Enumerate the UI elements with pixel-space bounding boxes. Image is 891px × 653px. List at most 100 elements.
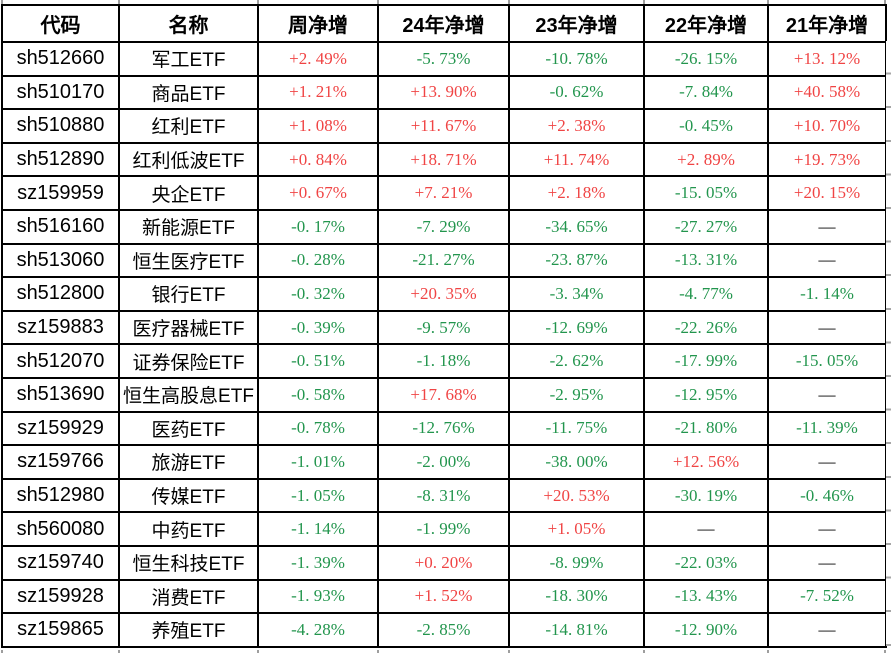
cell-value[interactable]: -1. 18% bbox=[377, 343, 510, 379]
cell-value[interactable]: -12. 90% bbox=[643, 612, 769, 648]
cell-value[interactable]: +11. 67% bbox=[377, 108, 510, 144]
cell-value[interactable]: +2. 89% bbox=[643, 141, 769, 178]
cell-value[interactable]: +0. 67% bbox=[257, 175, 379, 211]
cell-value[interactable]: -0. 62% bbox=[508, 74, 645, 111]
cell-name[interactable]: 银行ETF bbox=[118, 276, 259, 312]
cell-value[interactable]: -26. 15% bbox=[643, 41, 769, 77]
cell-value[interactable]: -2. 85% bbox=[377, 612, 510, 648]
cell-code[interactable]: sh516160 bbox=[1, 208, 120, 245]
cell-value[interactable]: -4. 28% bbox=[257, 612, 379, 648]
cell-value[interactable]: — bbox=[767, 511, 887, 547]
cell-code[interactable]: sz159883 bbox=[1, 309, 120, 346]
cell-value[interactable]: +20. 53% bbox=[508, 477, 645, 514]
cell-value[interactable]: -8. 31% bbox=[377, 477, 510, 514]
cell-name[interactable]: 中药ETF bbox=[118, 511, 259, 547]
cell-code[interactable]: sh512660 bbox=[1, 41, 120, 77]
cell-value[interactable]: -1. 05% bbox=[257, 477, 379, 514]
cell-value[interactable]: +2. 49% bbox=[257, 41, 379, 77]
cell-value[interactable]: -12. 69% bbox=[508, 309, 645, 346]
cell-value[interactable]: — bbox=[767, 242, 887, 279]
cell-value[interactable]: -1. 93% bbox=[257, 578, 379, 615]
cell-value[interactable]: +13. 12% bbox=[767, 41, 887, 77]
cell-value[interactable]: -0. 45% bbox=[643, 108, 769, 144]
cell-value[interactable]: -15. 05% bbox=[767, 343, 887, 379]
cell-value[interactable]: +40. 58% bbox=[767, 74, 887, 111]
cell-code[interactable]: sz159959 bbox=[1, 175, 120, 211]
cell-value[interactable]: +19. 73% bbox=[767, 141, 887, 178]
cell-value[interactable]: -30. 19% bbox=[643, 477, 769, 514]
cell-value[interactable]: +7. 21% bbox=[377, 175, 510, 211]
col-header-2024[interactable]: 24年净增 bbox=[377, 4, 510, 43]
col-header-week[interactable]: 周净增 bbox=[257, 4, 379, 43]
cell-value[interactable]: -27. 27% bbox=[643, 208, 769, 245]
col-header-code[interactable]: 代码 bbox=[1, 4, 120, 43]
cell-value[interactable]: +11. 74% bbox=[508, 141, 645, 178]
cell-value[interactable]: -22. 03% bbox=[643, 544, 769, 581]
cell-name[interactable]: 新能源ETF bbox=[118, 208, 259, 245]
cell-value[interactable]: -1. 14% bbox=[257, 511, 379, 547]
cell-value[interactable]: +18. 71% bbox=[377, 141, 510, 178]
cell-name[interactable]: 红利ETF bbox=[118, 108, 259, 144]
cell-value[interactable]: -0. 17% bbox=[257, 208, 379, 245]
cell-value[interactable]: -34. 65% bbox=[508, 208, 645, 245]
cell-name[interactable]: 央企ETF bbox=[118, 175, 259, 211]
cell-value[interactable]: -5. 73% bbox=[377, 41, 510, 77]
cell-value[interactable]: -0. 32% bbox=[257, 276, 379, 312]
cell-name[interactable]: 旅游ETF bbox=[118, 444, 259, 480]
cell-name[interactable]: 恒生科技ETF bbox=[118, 544, 259, 581]
cell-value[interactable]: -23. 87% bbox=[508, 242, 645, 279]
cell-value[interactable]: +0. 84% bbox=[257, 141, 379, 178]
cell-value[interactable]: -8. 99% bbox=[508, 544, 645, 581]
cell-value[interactable]: -7. 52% bbox=[767, 578, 887, 615]
cell-name[interactable]: 证券保险ETF bbox=[118, 343, 259, 379]
cell-name[interactable]: 传媒ETF bbox=[118, 477, 259, 514]
cell-code[interactable]: sh512800 bbox=[1, 276, 120, 312]
cell-value[interactable]: +20. 15% bbox=[767, 175, 887, 211]
col-header-name[interactable]: 名称 bbox=[118, 4, 259, 43]
cell-value[interactable]: — bbox=[767, 544, 887, 581]
cell-name[interactable]: 养殖ETF bbox=[118, 612, 259, 648]
cell-value[interactable]: -11. 39% bbox=[767, 410, 887, 447]
cell-value[interactable]: -0. 78% bbox=[257, 410, 379, 447]
cell-value[interactable]: — bbox=[643, 511, 769, 547]
cell-value[interactable]: +0. 20% bbox=[377, 544, 510, 581]
cell-value[interactable]: +2. 38% bbox=[508, 108, 645, 144]
cell-value[interactable]: -3. 34% bbox=[508, 276, 645, 312]
cell-name[interactable]: 红利低波ETF bbox=[118, 141, 259, 178]
col-header-2021[interactable]: 21年净增 bbox=[767, 4, 887, 43]
cell-value[interactable]: +2. 18% bbox=[508, 175, 645, 211]
cell-value[interactable]: -0. 58% bbox=[257, 376, 379, 413]
cell-value[interactable]: — bbox=[767, 376, 887, 413]
cell-name[interactable]: 医疗器械ETF bbox=[118, 309, 259, 346]
cell-code[interactable]: sh512070 bbox=[1, 343, 120, 379]
col-header-2022[interactable]: 22年净增 bbox=[643, 4, 769, 43]
cell-value[interactable]: -12. 76% bbox=[377, 410, 510, 447]
cell-value[interactable]: -12. 95% bbox=[643, 376, 769, 413]
cell-value[interactable]: — bbox=[767, 309, 887, 346]
cell-value[interactable]: -18. 30% bbox=[508, 578, 645, 615]
cell-value[interactable]: +20. 35% bbox=[377, 276, 510, 312]
cell-name[interactable]: 恒生高股息ETF bbox=[118, 376, 259, 413]
cell-code[interactable]: sz159928 bbox=[1, 578, 120, 615]
cell-value[interactable]: +10. 70% bbox=[767, 108, 887, 144]
cell-value[interactable]: +1. 05% bbox=[508, 511, 645, 547]
cell-code[interactable]: sh512890 bbox=[1, 141, 120, 178]
cell-value[interactable]: — bbox=[767, 612, 887, 648]
cell-name[interactable]: 军工ETF bbox=[118, 41, 259, 77]
cell-value[interactable]: +1. 52% bbox=[377, 578, 510, 615]
cell-value[interactable]: -0. 28% bbox=[257, 242, 379, 279]
cell-value[interactable]: -9. 57% bbox=[377, 309, 510, 346]
cell-value[interactable]: -4. 77% bbox=[643, 276, 769, 312]
cell-value[interactable]: -15. 05% bbox=[643, 175, 769, 211]
cell-code[interactable]: sz159865 bbox=[1, 612, 120, 648]
cell-value[interactable]: -7. 84% bbox=[643, 74, 769, 111]
cell-value[interactable]: — bbox=[767, 208, 887, 245]
cell-value[interactable]: -13. 31% bbox=[643, 242, 769, 279]
cell-value[interactable]: -10. 78% bbox=[508, 41, 645, 77]
cell-value[interactable]: -22. 26% bbox=[643, 309, 769, 346]
cell-value[interactable]: -0. 51% bbox=[257, 343, 379, 379]
cell-code[interactable]: sh513690 bbox=[1, 376, 120, 413]
cell-value[interactable]: -14. 81% bbox=[508, 612, 645, 648]
cell-code[interactable]: sz159929 bbox=[1, 410, 120, 447]
cell-name[interactable]: 商品ETF bbox=[118, 74, 259, 111]
